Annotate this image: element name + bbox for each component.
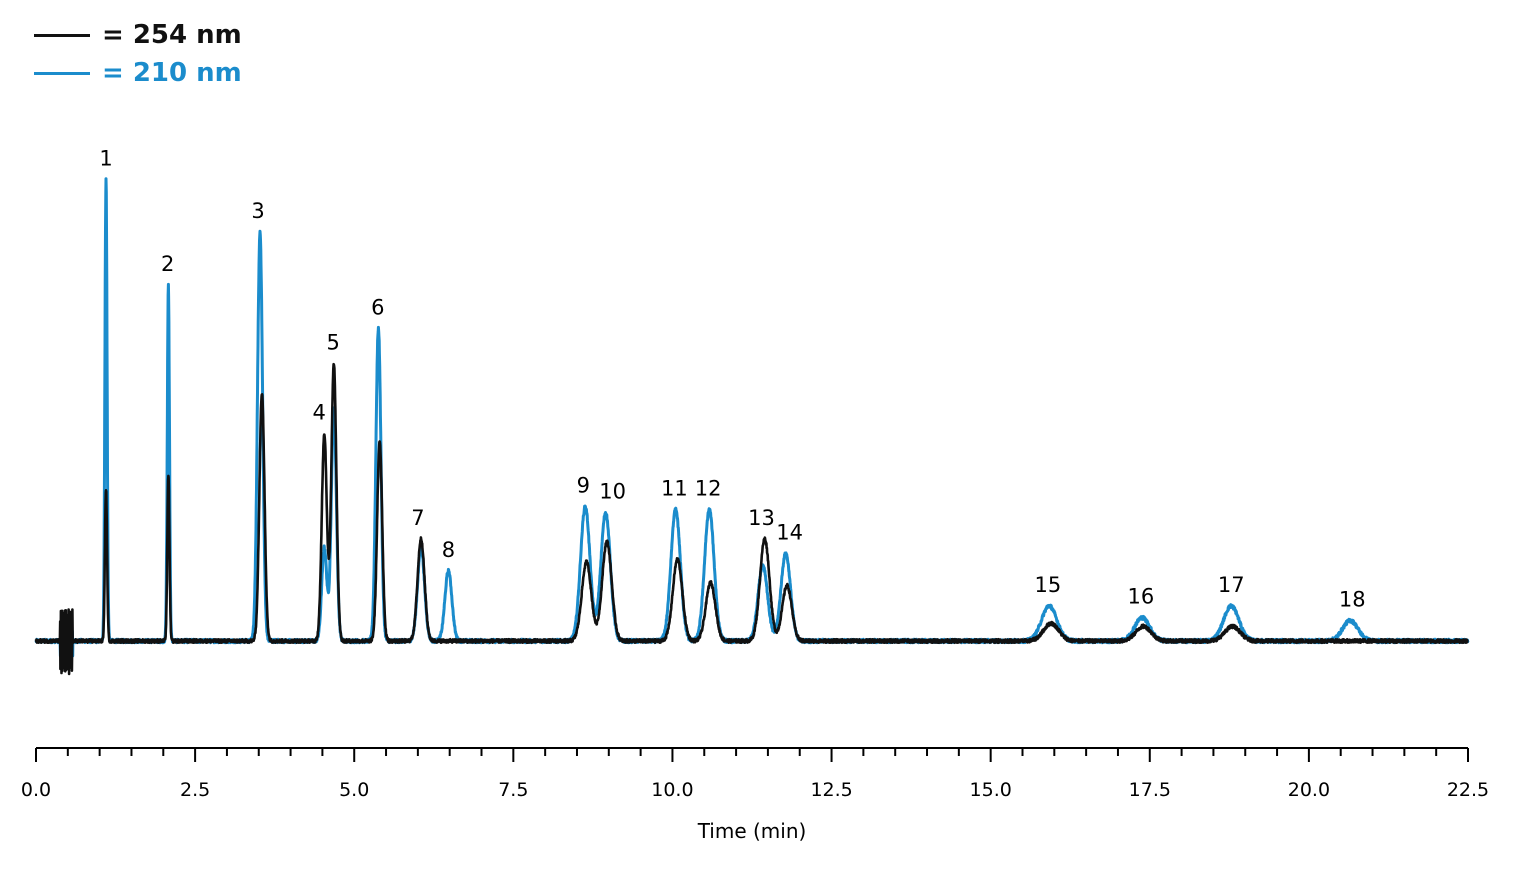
peak-label-18: 18: [1339, 588, 1366, 612]
x-tick-label: 10.0: [651, 779, 693, 801]
peak-label-7: 7: [411, 506, 424, 530]
x-tick-label: 0.0: [21, 779, 51, 801]
x-tick-label: 17.5: [1129, 779, 1171, 801]
x-tick-label: 20.0: [1288, 779, 1330, 801]
trace-210nm: [34, 177, 1470, 660]
legend-label-254: = 254 nm: [102, 20, 242, 50]
legend-swatch-210: [34, 71, 90, 75]
x-axis: 0.0 2.5 5.0 7.5 10.0 12.5 15.0 17.5 20.0 22.5: [21, 747, 1489, 801]
peak-label-4: 4: [313, 401, 326, 425]
x-tick-label: 7.5: [498, 779, 528, 801]
x-axis-title: Time (min): [697, 819, 807, 843]
peak-label-3: 3: [251, 199, 264, 223]
peak-label-13: 13: [748, 506, 775, 530]
peak-label-17: 17: [1218, 573, 1245, 597]
x-tick-label: 12.5: [810, 779, 852, 801]
x-tick-label: 5.0: [339, 779, 369, 801]
legend-item-210: = 210 nm: [34, 54, 242, 92]
legend-item-254: = 254 nm: [34, 16, 242, 54]
peak-label-1: 1: [99, 147, 112, 171]
peak-label-16: 16: [1128, 585, 1155, 609]
legend-swatch-254: [34, 33, 90, 37]
x-tick-label: 15.0: [970, 779, 1012, 801]
trace-254nm: [34, 362, 1469, 676]
peak-label-6: 6: [371, 296, 384, 320]
peak-label-5: 5: [327, 331, 340, 355]
traces-group: [34, 177, 1470, 676]
peak-label-10: 10: [599, 480, 626, 504]
peak-label-8: 8: [442, 538, 455, 562]
peak-label-11: 11: [661, 477, 688, 501]
legend: = 254 nm = 210 nm: [34, 16, 242, 92]
peak-label-9: 9: [577, 474, 590, 498]
legend-label-210: = 210 nm: [102, 58, 242, 88]
x-tick-label: 2.5: [180, 779, 210, 801]
peak-label-12: 12: [695, 477, 722, 501]
peak-label-14: 14: [776, 520, 803, 544]
peak-label-2: 2: [161, 252, 174, 276]
x-tick-label: 22.5: [1447, 779, 1489, 801]
peak-label-15: 15: [1035, 573, 1062, 597]
